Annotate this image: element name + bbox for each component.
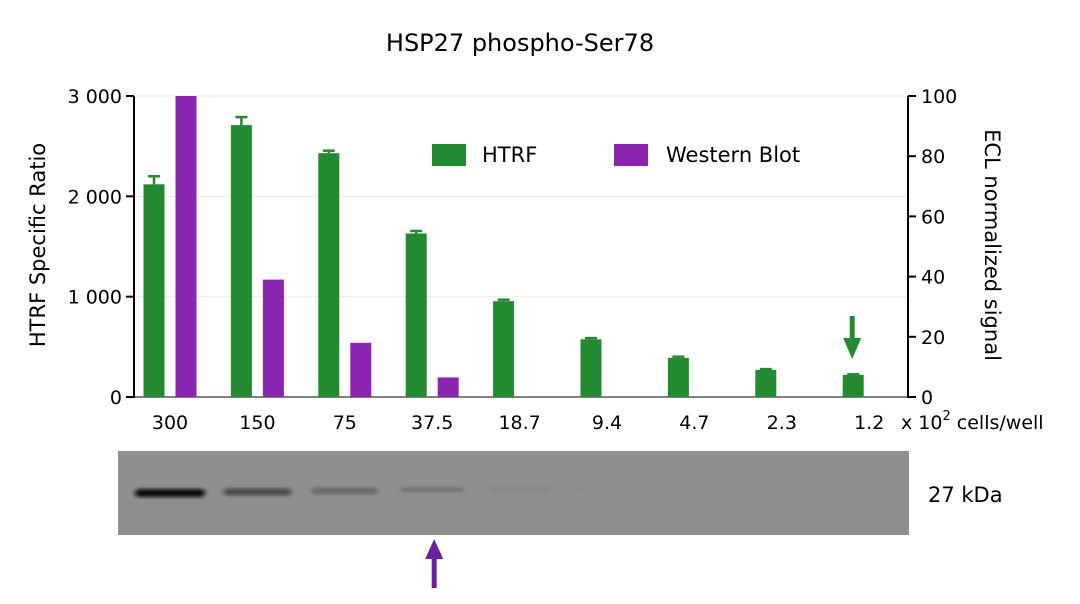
y-axis-right-title: ECL normalized signal bbox=[980, 129, 1004, 361]
left-tick-label: 3 000 bbox=[68, 86, 122, 108]
western-blot-bar bbox=[437, 377, 459, 397]
htrf-bar bbox=[842, 374, 864, 397]
htrf-bar bbox=[318, 153, 340, 397]
htrf-bar bbox=[143, 184, 165, 397]
x-tick-label: 75 bbox=[333, 412, 357, 434]
right-tick-label: 80 bbox=[921, 146, 945, 168]
green-arrow-head bbox=[843, 338, 862, 359]
left-tick-label: 2 000 bbox=[68, 186, 122, 208]
blot-band bbox=[665, 485, 723, 490]
y-axis-left-title: HTRF Specific Ratio bbox=[26, 143, 50, 347]
x-tick-label: 37.5 bbox=[411, 412, 453, 434]
left-tick-label: 1 000 bbox=[68, 287, 122, 309]
right-tick-label: 40 bbox=[921, 267, 945, 289]
x-tick-label: 18.7 bbox=[498, 412, 540, 434]
western-blot-bar bbox=[350, 342, 372, 397]
x-tick-label: 4.7 bbox=[679, 412, 709, 434]
legend: HTRF Western Blot bbox=[432, 143, 800, 167]
blot-size-label: 27 kDa bbox=[928, 483, 1003, 507]
right-tick-label: 100 bbox=[921, 86, 957, 108]
blot-band bbox=[488, 486, 551, 492]
western-blot-bands bbox=[135, 485, 723, 497]
x-axis-label: x 102 cells/well bbox=[901, 409, 1044, 434]
htrf-bar bbox=[667, 357, 689, 397]
htrf-bar bbox=[405, 233, 427, 397]
legend-label-western-blot: Western Blot bbox=[666, 143, 800, 167]
htrf-bar bbox=[755, 369, 777, 397]
western-blot-bar bbox=[175, 96, 197, 397]
x-tick-label: 150 bbox=[239, 412, 275, 434]
right-tick-label: 20 bbox=[921, 327, 945, 349]
htrf-bar bbox=[580, 339, 602, 397]
left-tick-label: 0 bbox=[110, 387, 122, 409]
legend-swatch-western-blot bbox=[614, 144, 648, 166]
right-tick-label: 60 bbox=[921, 206, 945, 228]
x-tick-label: 2.3 bbox=[767, 412, 797, 434]
right-tick-label: 0 bbox=[921, 387, 933, 409]
legend-label-htrf: HTRF bbox=[482, 143, 537, 167]
blot-band bbox=[135, 489, 205, 497]
chart-title: HSP27 phospho-Ser78 bbox=[386, 29, 654, 57]
blot-band bbox=[577, 486, 637, 491]
blot-band bbox=[223, 488, 292, 496]
x-tick-label: 300 bbox=[152, 412, 188, 434]
blot-band bbox=[400, 487, 465, 493]
western-blot-bar bbox=[262, 279, 284, 397]
htrf-bar bbox=[230, 125, 252, 397]
purple-arrow-head bbox=[425, 539, 444, 559]
arrows bbox=[425, 316, 862, 588]
blot-band bbox=[311, 487, 378, 494]
bars bbox=[143, 96, 864, 397]
x-tick-label: 1.2 bbox=[854, 412, 884, 434]
htrf-bar bbox=[493, 301, 515, 397]
left-axis-ticks: 0 1 000 2 000 3 000 bbox=[68, 86, 134, 409]
x-axis-tick-labels: 300 150 75 37.5 18.7 9.4 4.7 2.3 1.2 bbox=[152, 412, 884, 434]
x-tick-label: 9.4 bbox=[592, 412, 622, 434]
legend-swatch-htrf bbox=[432, 144, 466, 166]
right-axis-ticks: 0 20 40 60 80 100 bbox=[908, 86, 957, 409]
